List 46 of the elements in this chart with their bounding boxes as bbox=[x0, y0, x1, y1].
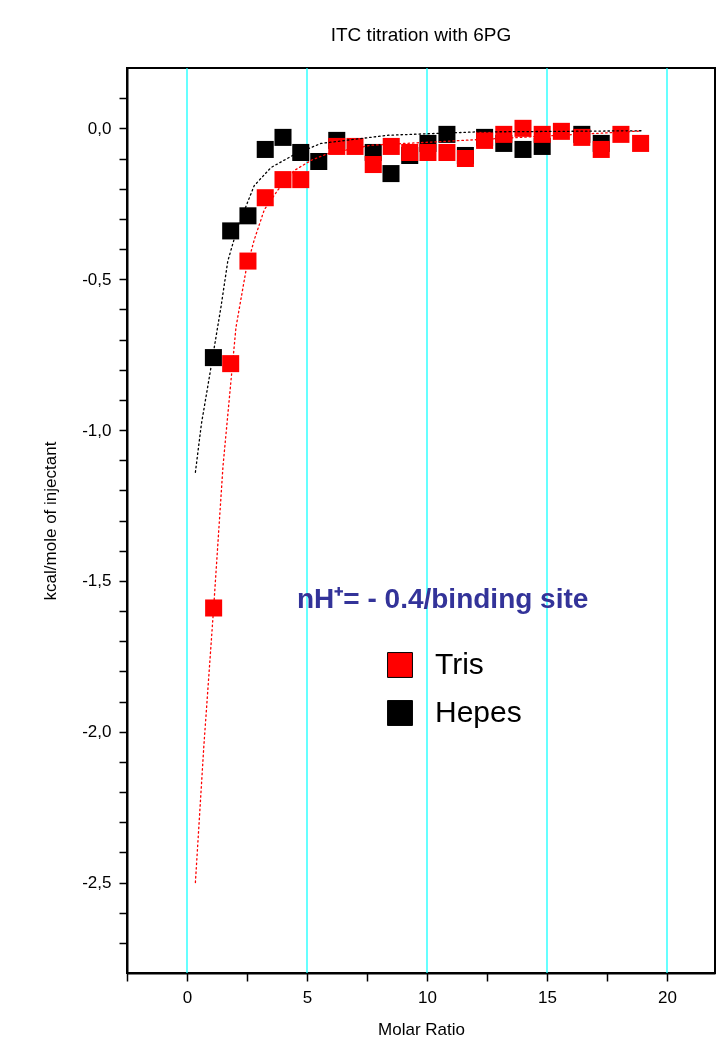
point bbox=[495, 125, 513, 143]
point bbox=[382, 165, 400, 183]
point bbox=[438, 125, 456, 143]
legend-label: Tris bbox=[435, 647, 484, 680]
chart-title: ITC titration with 6PG bbox=[330, 24, 512, 46]
point bbox=[256, 189, 274, 207]
line-series bbox=[194, 130, 644, 473]
point bbox=[292, 143, 310, 161]
y-axis-title: kcal/mole of injectant bbox=[41, 441, 61, 601]
point bbox=[592, 140, 610, 158]
x-tick-label: 15 bbox=[538, 987, 557, 1007]
point bbox=[222, 222, 240, 240]
y-tick-label: -2,0 bbox=[82, 722, 112, 742]
point bbox=[292, 171, 310, 189]
point bbox=[514, 140, 532, 158]
x-tick-label: 0 bbox=[182, 987, 193, 1007]
y-tick-label: -1,0 bbox=[82, 420, 112, 440]
point bbox=[456, 149, 474, 168]
point bbox=[222, 355, 240, 373]
y-tick-label: -2,5 bbox=[82, 873, 112, 892]
point bbox=[632, 134, 650, 152]
legend-label: Hepes bbox=[435, 695, 522, 728]
x-axis-title: Molar Ratio bbox=[378, 1019, 465, 1039]
point bbox=[533, 125, 551, 143]
point bbox=[274, 128, 292, 146]
point bbox=[419, 143, 437, 161]
point bbox=[346, 137, 364, 155]
point bbox=[205, 599, 223, 617]
point bbox=[239, 207, 257, 225]
x-tick-label: 5 bbox=[302, 987, 313, 1007]
point bbox=[256, 140, 274, 158]
x-tick-label: 10 bbox=[418, 987, 437, 1007]
y-tick-label: -1,5 bbox=[82, 571, 112, 591]
point bbox=[274, 171, 292, 189]
y-tick-label: -0,5 bbox=[82, 269, 112, 289]
point bbox=[239, 252, 257, 270]
point bbox=[204, 349, 222, 367]
point bbox=[552, 122, 570, 140]
point bbox=[438, 143, 456, 161]
point bbox=[364, 156, 382, 174]
x-tick-label: 20 bbox=[658, 987, 677, 1007]
point bbox=[310, 153, 328, 171]
y-tick-label: 0,0 bbox=[87, 118, 112, 138]
point bbox=[382, 137, 400, 155]
point bbox=[514, 119, 532, 137]
point bbox=[328, 137, 346, 155]
